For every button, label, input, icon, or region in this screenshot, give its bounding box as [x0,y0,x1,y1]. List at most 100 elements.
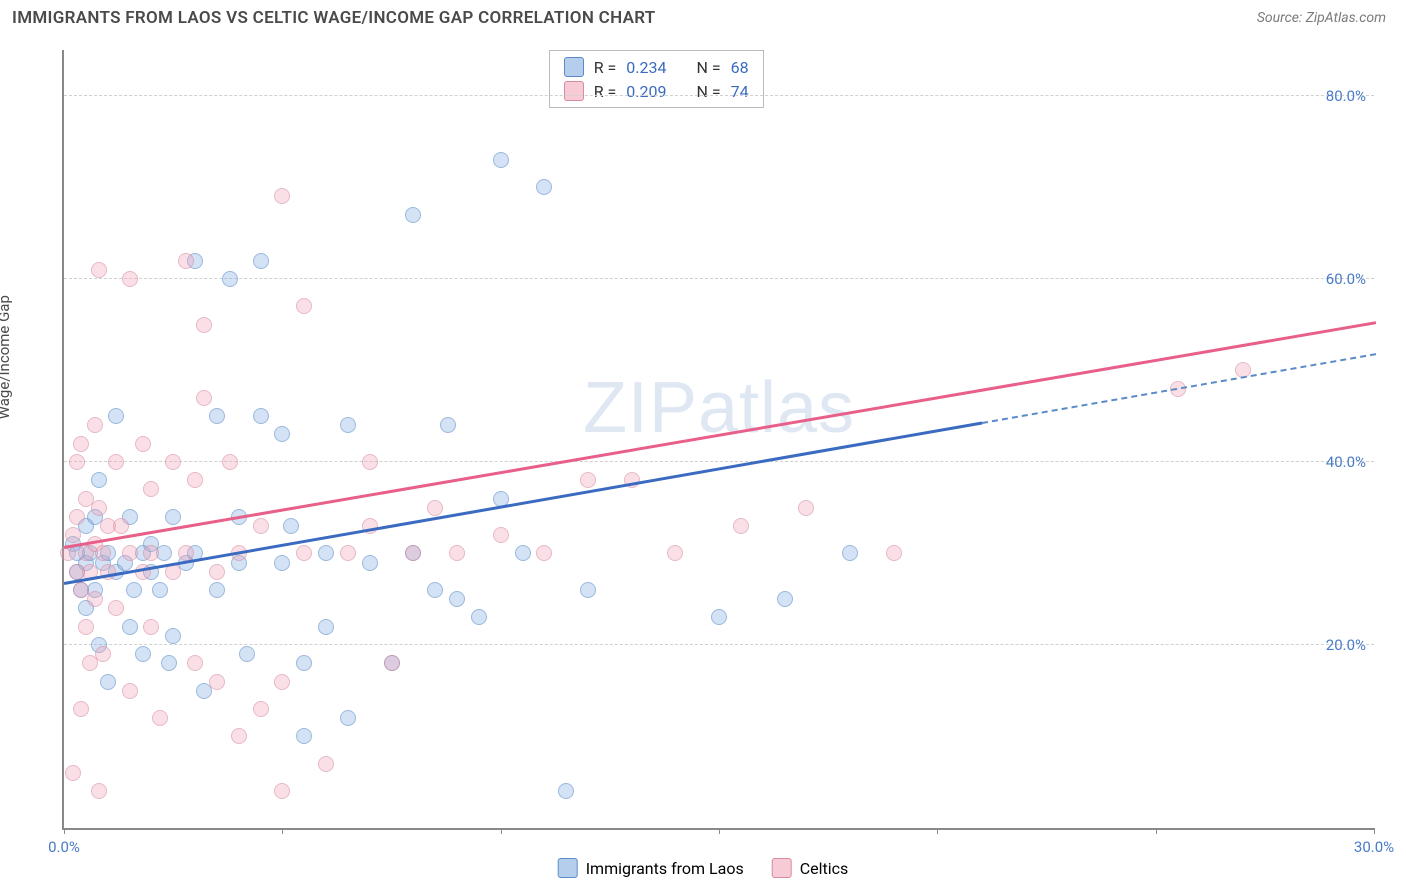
scatter-point [340,710,356,726]
swatch-blue-icon [564,57,584,77]
stats-row-blue: R = 0.234 N = 68 [564,55,749,79]
scatter-point [165,509,181,525]
scatter-point [296,655,312,671]
scatter-point [108,600,124,616]
swatch-pink-icon [564,81,584,101]
x-tick-mark [282,828,283,834]
stats-r-value-pink: 0.209 [626,82,666,101]
scatter-point [427,500,443,516]
scatter-point [318,619,334,635]
scatter-point [274,188,290,204]
scatter-point [95,545,111,561]
scatter-point [253,408,269,424]
scatter-point [384,655,400,671]
scatter-point [296,298,312,314]
scatter-point [798,500,814,516]
legend-swatch-blue-icon [558,858,578,878]
x-tick-mark [501,828,502,834]
scatter-point [296,545,312,561]
scatter-point [108,408,124,424]
scatter-point [196,317,212,333]
scatter-point [222,454,238,470]
stats-r-label: R = [594,82,617,101]
scatter-point [440,417,456,433]
scatter-point [100,674,116,690]
scatter-point [91,472,107,488]
x-tick-mark [719,828,720,834]
scatter-point [362,454,378,470]
scatter-point [222,271,238,287]
scatter-point [777,591,793,607]
x-tick-mark [1156,828,1157,834]
scatter-point [91,500,107,516]
legend-label-blue: Immigrants from Laos [586,859,744,878]
scatter-point [253,253,269,269]
scatter-point [122,545,138,561]
stats-row-pink: R = 0.209 N = 74 [564,79,749,103]
scatter-point [122,683,138,699]
source-attribution: Source: ZipAtlas.com [1257,10,1386,26]
scatter-point [165,454,181,470]
x-tick-mark [64,828,65,834]
plot-area: ZIPatlas R = 0.234 N = 68 R = 0.209 N = … [62,50,1374,830]
scatter-point [196,390,212,406]
scatter-point [471,609,487,625]
scatter-point [449,545,465,561]
gridline [64,278,1374,279]
x-tick-label: 30.0% [1354,838,1394,856]
legend-item-blue: Immigrants from Laos [558,858,744,878]
scatter-point [161,655,177,671]
scatter-point [405,207,421,223]
scatter-point [91,783,107,799]
stats-r-value-blue: 0.234 [626,58,666,77]
scatter-point [209,408,225,424]
y-tick-label: 60.0% [1326,270,1366,288]
scatter-point [733,518,749,534]
scatter-point [78,619,94,635]
scatter-point [253,701,269,717]
y-tick-label: 40.0% [1326,453,1366,471]
trend-line [64,321,1376,548]
x-tick-mark [1374,828,1375,834]
scatter-point [135,436,151,452]
scatter-point [274,674,290,690]
scatter-point [91,262,107,278]
scatter-point [209,582,225,598]
scatter-point [340,417,356,433]
scatter-point [113,518,129,534]
y-tick-label: 80.0% [1326,87,1366,105]
scatter-point [126,582,142,598]
legend-swatch-pink-icon [772,858,792,878]
scatter-point [152,582,168,598]
scatter-point [87,591,103,607]
scatter-point [667,545,683,561]
scatter-point [362,555,378,571]
scatter-point [65,765,81,781]
scatter-point [580,582,596,598]
scatter-point [60,545,76,561]
gridline [64,644,1374,645]
scatter-point [318,545,334,561]
scatter-point [318,756,334,772]
legend-item-pink: Celtics [772,858,849,878]
scatter-point [427,582,443,598]
scatter-point [493,152,509,168]
scatter-point [231,728,247,744]
scatter-point [143,481,159,497]
scatter-point [449,591,465,607]
scatter-point [536,179,552,195]
scatter-point [152,710,168,726]
chart-container: Wage/Income Gap ZIPatlas R = 0.234 N = 6… [12,40,1394,880]
scatter-point [405,545,421,561]
gridline [64,461,1374,462]
scatter-point [209,564,225,580]
gridline [64,95,1374,96]
scatter-point [886,545,902,561]
scatter-point [122,619,138,635]
scatter-point [122,271,138,287]
scatter-point [340,545,356,561]
scatter-point [95,646,111,662]
scatter-point [73,701,89,717]
x-tick-label: 0.0% [48,838,80,856]
legend-label-pink: Celtics [800,859,849,878]
